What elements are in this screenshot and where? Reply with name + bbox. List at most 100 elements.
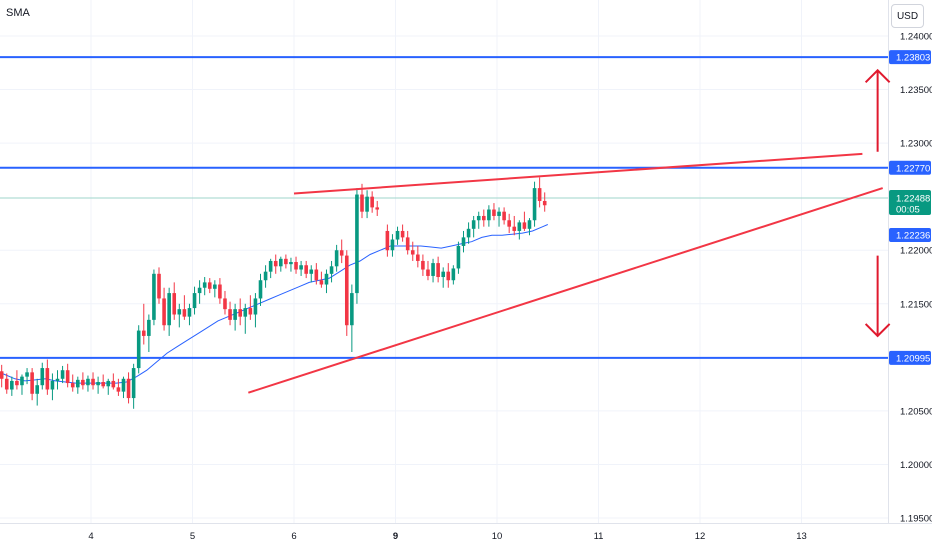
candle-body — [50, 380, 55, 390]
candle-body — [268, 260, 273, 272]
candle-body — [131, 368, 136, 399]
candle-body — [126, 378, 131, 399]
price-axis-background — [888, 0, 932, 550]
candle-body — [152, 273, 156, 320]
candle-body — [55, 378, 60, 381]
candle-body — [456, 245, 461, 269]
candle-body — [329, 266, 334, 274]
candle-body — [15, 380, 19, 386]
level-price-label: 1.20995 — [896, 353, 930, 364]
candle-body — [304, 265, 308, 274]
y-tick-label: 1.19500 — [900, 514, 932, 525]
candle-body — [263, 271, 268, 281]
candle-body — [40, 368, 45, 386]
candle-body — [141, 330, 146, 336]
candle-body — [350, 293, 354, 326]
level-price-tag — [889, 350, 931, 365]
candle-body — [76, 379, 80, 388]
candle-body — [147, 319, 151, 336]
candle-body — [471, 220, 476, 229]
candle-body — [446, 271, 451, 281]
candle-body — [45, 368, 50, 390]
candle-body — [334, 250, 339, 267]
candle-body — [395, 230, 400, 240]
candle-body — [385, 230, 390, 251]
candle-body — [410, 250, 415, 255]
sma-polyline — [0, 224, 548, 384]
candle-body — [299, 265, 303, 270]
horizontal-levels[interactable] — [0, 56, 888, 359]
arrow-down-head-icon[interactable] — [864, 323, 891, 338]
candle-body — [121, 378, 126, 392]
candle-body — [405, 237, 410, 251]
candle-body — [177, 309, 182, 315]
candle-body — [375, 207, 380, 210]
candle-body — [86, 378, 90, 386]
x-tick-label: 10 — [492, 531, 503, 542]
candle-body — [10, 380, 14, 390]
candle-body — [309, 269, 314, 274]
candle-body — [421, 260, 425, 270]
y-tick-label: 1.20000 — [900, 460, 932, 471]
x-tick-label: 9 — [393, 531, 398, 542]
sma-price-tag — [889, 227, 931, 242]
candle-body — [492, 209, 496, 216]
x-tick-label: 11 — [594, 531, 604, 542]
candle-body — [431, 263, 435, 276]
trendline[interactable] — [293, 152, 863, 195]
candle-body — [35, 385, 40, 394]
candle-body — [344, 255, 349, 326]
candle-body — [213, 284, 217, 289]
candles — [0, 177, 547, 409]
candle-body — [324, 273, 329, 285]
candle-body — [436, 263, 440, 278]
level-price-tag — [889, 160, 931, 175]
candle-body — [441, 271, 446, 278]
candle-body — [106, 380, 111, 387]
candle-body — [497, 211, 501, 216]
candle-body — [136, 330, 141, 369]
level-price-tag — [889, 50, 931, 65]
candle-body — [70, 383, 75, 388]
candle-body — [0, 371, 4, 379]
bar-countdown-label: 00:05 — [896, 204, 920, 215]
candle-body — [218, 284, 222, 299]
candle-body — [197, 287, 202, 294]
candle-body — [360, 194, 364, 212]
candle-body — [279, 258, 283, 267]
candle-body — [512, 226, 517, 231]
candle-body — [111, 380, 116, 388]
y-tick-label: 1.23000 — [900, 139, 932, 150]
candle-body — [65, 370, 70, 384]
candle-body — [157, 273, 161, 299]
candle-body — [451, 268, 456, 281]
candle-body — [537, 188, 542, 201]
candle-body — [532, 188, 537, 221]
candle-body — [167, 293, 171, 326]
candle-body — [370, 196, 374, 208]
currency-button[interactable]: USD — [891, 4, 924, 28]
candle-body — [365, 196, 369, 212]
x-tick-label: 6 — [291, 531, 296, 542]
candle-body — [507, 220, 511, 227]
candle-body — [542, 200, 547, 206]
candle-body — [355, 194, 359, 294]
trendline[interactable] — [248, 187, 884, 394]
x-tick-label: 13 — [796, 531, 807, 542]
candle-body — [162, 298, 166, 326]
arrow-up-head-icon[interactable] — [864, 68, 891, 83]
grid — [0, 0, 888, 523]
candle-body — [517, 222, 522, 231]
candle-body — [207, 282, 212, 289]
candle-body — [416, 254, 420, 261]
candle-body — [25, 372, 29, 377]
candle-body — [258, 280, 263, 299]
candle-body — [339, 250, 344, 256]
current-price-label: 1.22488 — [896, 193, 930, 204]
candle-body — [390, 239, 395, 251]
indicator-label[interactable]: SMA — [6, 7, 30, 19]
drawings[interactable] — [248, 68, 891, 394]
candle-body — [202, 282, 207, 288]
